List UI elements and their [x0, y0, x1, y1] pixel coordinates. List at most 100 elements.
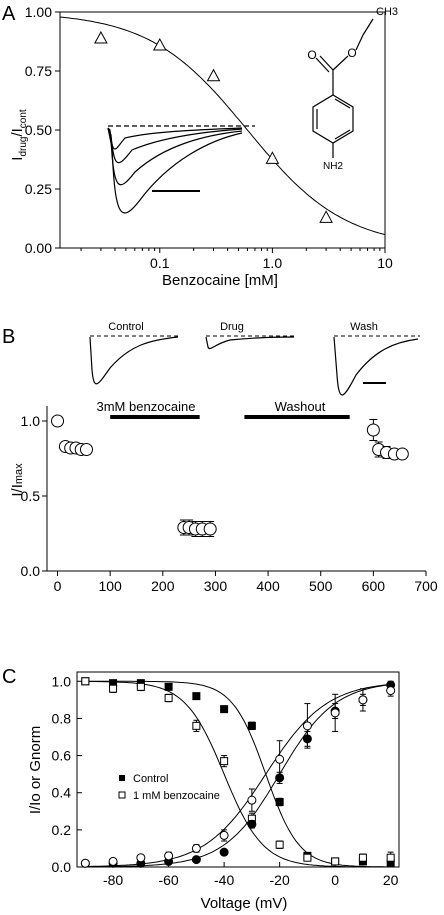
- c-data-point-circle: [275, 754, 285, 764]
- benzocaine-bar: [110, 415, 200, 419]
- benzene-ring: [312, 94, 354, 144]
- c-data-point-square: [331, 857, 340, 866]
- c-data-point-square: [81, 677, 90, 686]
- legend-control-marker: [119, 775, 125, 781]
- panel-a-ticks: 0.00 0.25 0.50 0.75 1.00 0.1 1.0 10: [25, 4, 393, 271]
- c-data-point-circle: [247, 795, 257, 805]
- panel-c-frame: [76, 671, 400, 868]
- panel-c: 0.0 0.2 0.4 0.6 0.8 1.0 -80 -60 -40 -20 0 20 Voltag…: [27, 671, 400, 912]
- b-xtick-label: 200: [151, 578, 175, 594]
- panel-c-legend: Control 1 mM benzocaine: [118, 773, 220, 802]
- a-ytick-label: 0.00: [25, 240, 52, 256]
- c-xtick-label: -40: [214, 872, 234, 888]
- benzocaine-structure: [312, 18, 374, 158]
- c-ytick-label: 1.0: [52, 673, 72, 689]
- c-data-point-circle: [302, 721, 312, 731]
- c-data-point-square: [164, 694, 173, 702]
- panel-c-ylabel: I/Io or Gnorm: [27, 726, 44, 814]
- panel-b: 0.0 0.5 1.0 0 100 200 300 400 500 600 700 I/Imax 3…: [9, 321, 438, 594]
- c-data-point-circle: [358, 695, 368, 705]
- c-data-point-circle: [80, 858, 90, 868]
- c-data-point-square: [358, 853, 367, 862]
- panel-b-letter: B: [2, 326, 15, 348]
- panel-a-fit-curve: [59, 16, 386, 236]
- c-fit-line: [82, 683, 394, 867]
- c-ytick-label: 0.6: [52, 748, 72, 764]
- ester-oxygen: O: [347, 46, 356, 60]
- a-data-point: [206, 68, 221, 82]
- c-data-point-circle: [108, 856, 118, 866]
- c-data-point-square: [192, 721, 201, 730]
- a-ytick-label: 0.75: [25, 63, 52, 79]
- a-data-point: [94, 30, 108, 44]
- a-xtick-label: 10: [377, 255, 393, 271]
- b-data-point: [51, 414, 65, 428]
- benzocaine-bar-label: 3mM benzocaine: [97, 399, 196, 414]
- panel-a-xlabel: Benzocaine [mM]: [162, 272, 278, 289]
- c-fit-line: [82, 680, 394, 868]
- panel-a-letter: A: [2, 3, 16, 25]
- inset-trace-2: [107, 127, 243, 163]
- a-ytick-label: 0.50: [25, 122, 52, 138]
- inset-trace-3: [107, 127, 243, 186]
- c-xtick-label: -80: [103, 872, 123, 888]
- c-ytick-label: 0.4: [52, 785, 72, 801]
- panel-a-points: [94, 30, 333, 223]
- methyl-label: CH3: [376, 6, 398, 18]
- panel-c-fit-curves: [82, 680, 394, 868]
- drug-trace: [205, 336, 295, 350]
- panel-a: 0.00 0.25 0.50 0.75 1.00 0.1 1.0 10 Benzocaine …: [9, 4, 398, 289]
- c-data-point-circle: [247, 819, 257, 829]
- b-ytick-label: 0.0: [21, 563, 41, 579]
- c-xtick-label: 20: [383, 872, 399, 888]
- c-data-point-square: [220, 705, 229, 714]
- trace-label-control: Control: [108, 321, 143, 333]
- a-fit-line: [59, 16, 386, 236]
- panel-a-ylabel: Idrug/Icont: [9, 109, 29, 161]
- legend-benzocaine-marker: [118, 791, 126, 799]
- b-data-point: [395, 447, 409, 461]
- a-xtick-label: 0.1: [150, 255, 170, 271]
- c-ytick-label: 0.0: [52, 859, 72, 875]
- trace-label-wash: Wash: [350, 321, 378, 333]
- washout-bar-label: Washout: [275, 399, 326, 414]
- b-xtick-label: 300: [204, 578, 228, 594]
- panel-b-points: [51, 414, 409, 537]
- a-ytick-label: 1.00: [25, 4, 52, 20]
- inset-trace-4: [107, 127, 243, 214]
- c-data-point-circle: [164, 851, 174, 861]
- legend-benzocaine-label: 1 mM benzocaine: [133, 790, 220, 802]
- panel-c-ticks: 0.0 0.2 0.4 0.6 0.8 1.0 -80 -60 -40 -20 0 20: [52, 673, 399, 888]
- wash-trace: [333, 336, 419, 396]
- a-data-point: [265, 151, 280, 164]
- c-xtick-label: -20: [270, 872, 290, 888]
- c-data-point-square: [164, 682, 173, 691]
- panel-c-xlabel: Voltage (mV): [201, 895, 288, 912]
- c-data-point-square: [220, 757, 229, 766]
- c-data-point-circle: [386, 686, 396, 696]
- b-xtick-label: 700: [414, 578, 438, 594]
- c-xtick-label: -60: [158, 872, 178, 888]
- c-data-point-square: [275, 840, 284, 849]
- b-data-point: [203, 522, 217, 536]
- b-data-point: [79, 443, 93, 456]
- c-fit-line: [82, 680, 394, 868]
- b-xtick-label: 0: [54, 578, 62, 594]
- c-data-point-circle: [191, 855, 201, 865]
- b-xtick-label: 500: [309, 578, 333, 594]
- c-data-point-square: [136, 682, 145, 691]
- amine-label: NH2: [323, 161, 343, 172]
- c-data-point-square: [386, 853, 395, 862]
- washout-bar: [244, 415, 350, 419]
- c-ytick-label: 0.8: [52, 710, 72, 726]
- panel-c-letter: C: [2, 666, 16, 688]
- b-ytick-label: 1.0: [21, 413, 41, 429]
- c-data-point-square: [275, 798, 284, 806]
- b-data-point: [366, 423, 380, 437]
- a-ytick-label: 0.25: [25, 181, 52, 197]
- c-xtick-label: 0: [331, 872, 339, 888]
- panel-c-points: [80, 677, 396, 868]
- c-data-point-circle: [191, 843, 201, 853]
- b-ytick-label: 0.5: [21, 488, 41, 504]
- control-trace: [89, 336, 179, 385]
